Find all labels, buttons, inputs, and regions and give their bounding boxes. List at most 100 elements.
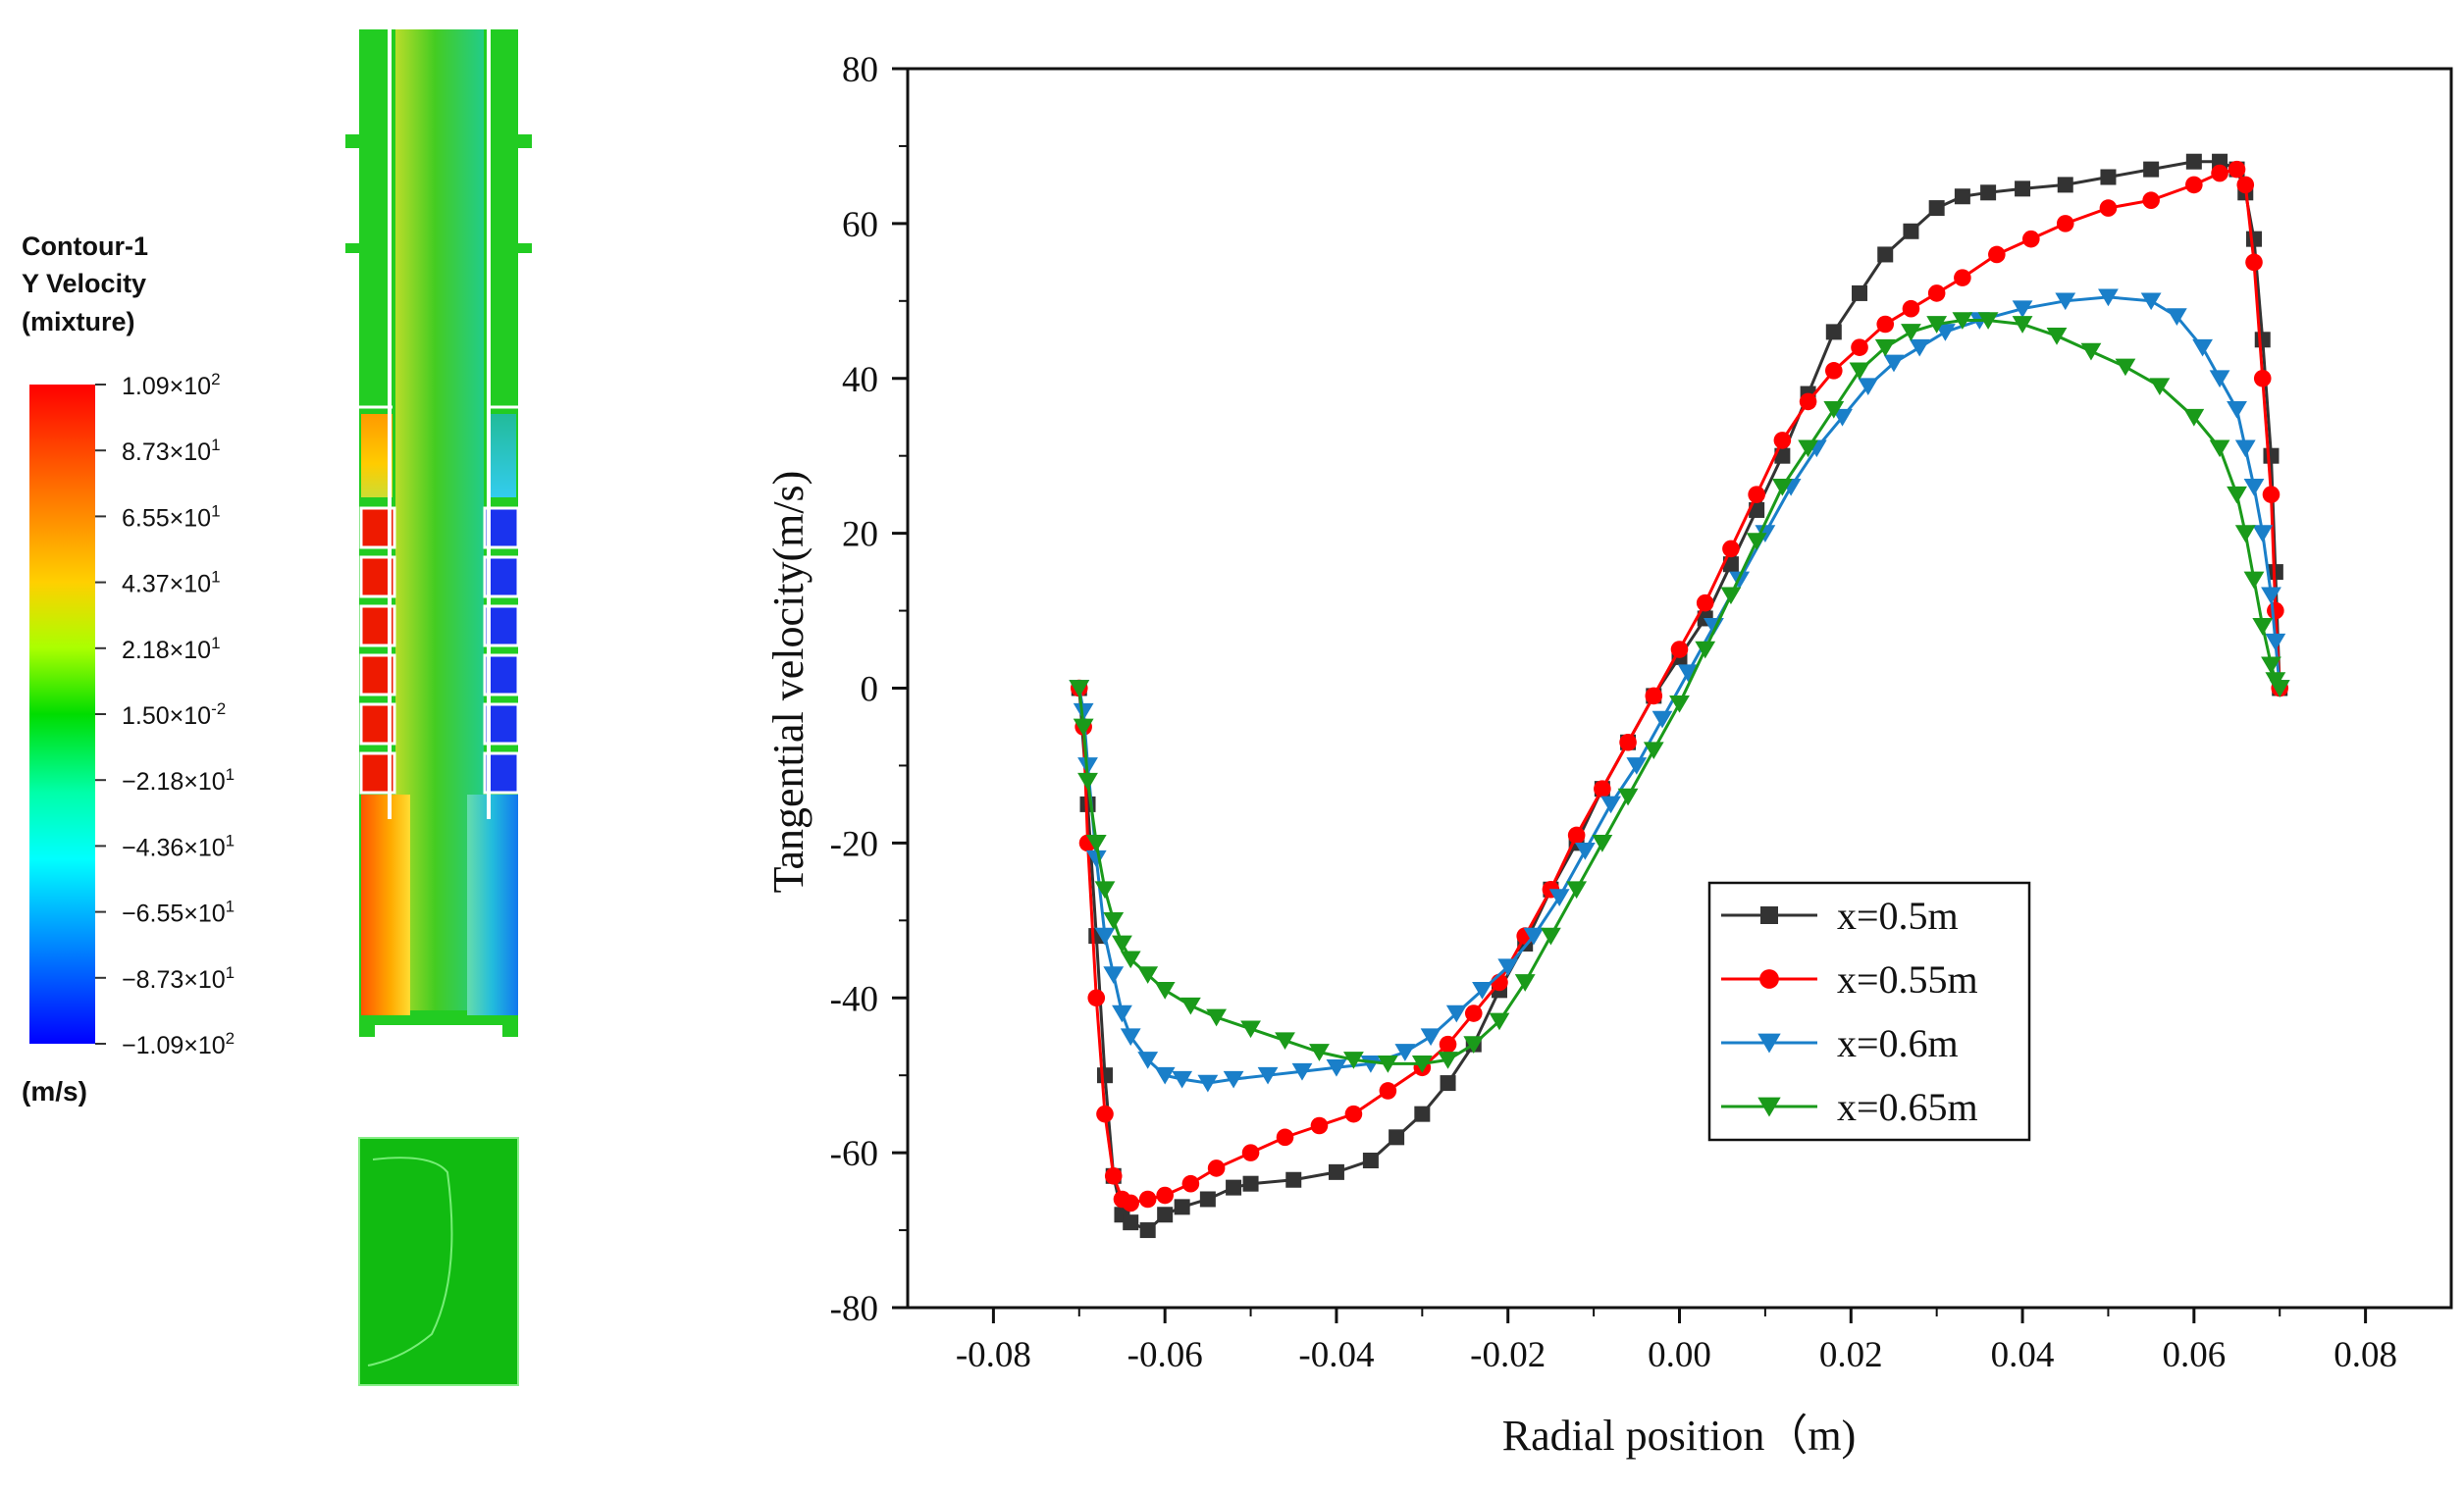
data-point [1094,927,1116,946]
data-point [1103,911,1125,930]
data-point [1309,1044,1330,1061]
data-point [1085,835,1107,852]
data-point [2012,300,2033,319]
data-point [1523,927,1545,946]
data-point [1954,188,1970,205]
data-point [1411,1056,1433,1073]
data-point [2055,292,2076,311]
data-point [1291,1062,1313,1081]
data-point [2252,525,2274,542]
data-point [1112,1005,1132,1023]
x-tick-label: 0.00 [1648,1335,1711,1375]
x-tick-label: 0.02 [1819,1335,1883,1375]
data-point [2267,601,2284,620]
data-point [1903,223,1919,239]
legend-box [1707,881,2031,1142]
data-point [1759,969,1779,989]
data-point [1223,1070,1244,1089]
data-point [1157,1207,1174,1223]
data-point [2212,153,2228,170]
y-tick-label: 0 [861,670,879,710]
data-point [2115,358,2136,377]
data-point [1103,966,1125,984]
y-tick-label: -20 [830,824,878,864]
data-point [2234,439,2256,458]
data-point [1439,1035,1457,1054]
x-tick-label: 0.04 [1991,1335,2055,1375]
data-point [2015,180,2031,197]
data-point [1643,742,1664,760]
color-legend-label: 1.50×10-2 [122,699,226,730]
contour-title-line: (mixture) [22,307,135,336]
data-point [1669,695,1690,713]
y-tick-label: -80 [830,1289,878,1329]
data-point [1440,1075,1456,1092]
data-point [1463,1036,1485,1054]
data-point [1096,1105,1114,1123]
data-point [1926,316,1948,334]
data-point [1154,982,1176,1000]
data-point [1122,1194,1140,1212]
data-point [1094,881,1116,900]
data-point [1645,687,1663,705]
data-point [1852,284,1868,301]
data-point [2209,370,2230,388]
legend-label: x=0.55m [1837,957,1978,1002]
data-point [1566,881,1588,900]
data-point [1849,362,1870,381]
x-tick-label: -0.08 [956,1335,1031,1375]
data-point [1514,974,1536,992]
contour-title: Contour-1 Y Velocity (mixture) [22,232,148,336]
data-point [1206,1008,1227,1027]
data-point [2227,401,2247,419]
data-point [1773,432,1792,449]
y-tick-label: -60 [830,1134,878,1174]
data-point [1414,1106,1431,1122]
data-point [1600,796,1621,814]
data-point [1226,1179,1242,1196]
data-point [1310,1116,1329,1135]
data-point [1377,1056,1398,1073]
data-point [2236,176,2255,194]
data-point [1988,245,2006,264]
data-point [1242,1175,1259,1192]
data-point [1120,1028,1141,1047]
legend-entry: x=0.65m [1721,1085,1978,1129]
data-point [1139,1222,1156,1239]
data-point [1180,997,1201,1015]
data-point [1174,1199,1190,1215]
color-legend-label: −4.36×101 [122,831,235,861]
data-point [1799,392,1817,411]
data-point [2143,161,2160,178]
data-point [1594,780,1611,798]
contour-title-line: Y Velocity [22,269,146,298]
data-point [1464,1005,1483,1022]
data-point [1138,1190,1157,1209]
data-point [1077,772,1098,791]
data-point [2245,253,2263,272]
data-point [1285,1171,1302,1188]
data-point [1541,927,1561,946]
data-point [1798,439,1818,458]
data-point [1720,587,1742,605]
x-tick-label: -0.06 [1127,1335,1203,1375]
color-legend-label: −2.18×101 [122,765,235,796]
data-point [1073,702,1094,721]
data-point [2100,169,2117,185]
data-point [1980,184,1997,201]
data-point [1497,958,1519,977]
data-point [1438,1052,1458,1069]
color-legend-label: −1.09×102 [122,1029,235,1059]
data-point [1240,1020,1261,1039]
data-point [1096,1067,1113,1084]
data-point [1928,200,1945,217]
data-point [1137,1052,1159,1069]
data-point [1207,1159,1226,1177]
color-legend-label: −6.55×101 [122,898,235,928]
data-point [2185,176,2203,194]
data-point [2183,408,2205,427]
data-point [1344,1105,1363,1123]
data-point [1112,935,1132,953]
data-point [1877,246,1894,263]
